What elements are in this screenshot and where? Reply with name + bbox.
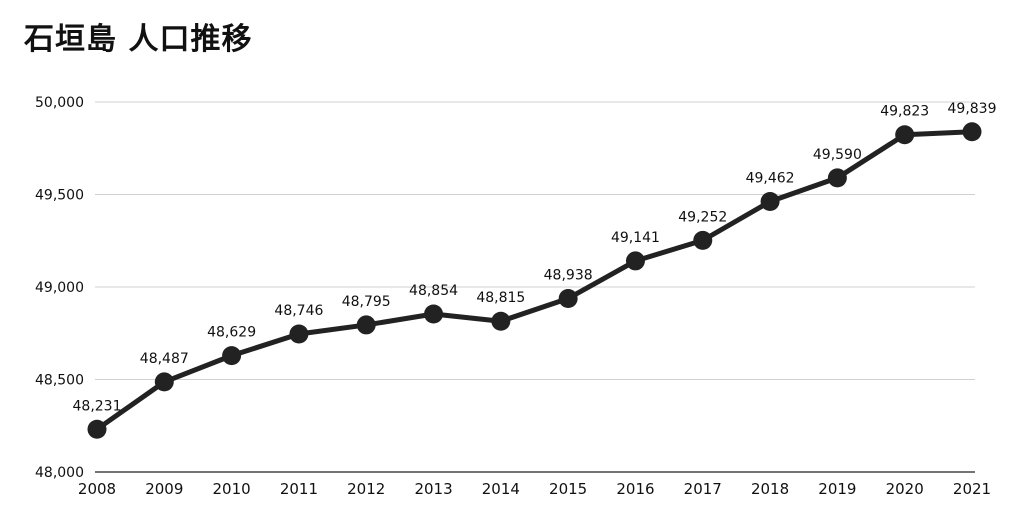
- x-tick-label: 2015: [549, 480, 587, 498]
- data-label: 49,141: [611, 230, 660, 246]
- x-tick-label: 2017: [684, 480, 722, 498]
- x-tick-label: 2012: [347, 480, 385, 498]
- data-labels: 48,231 48,487 48,629 48,746 48,795 48,854 48,8…: [73, 101, 997, 414]
- y-tick-label: 49,500: [35, 188, 84, 204]
- data-point: [558, 288, 578, 308]
- x-tick-label: 2011: [280, 480, 318, 498]
- x-tick-label: 2021: [953, 480, 991, 498]
- data-label: 49,252: [678, 209, 727, 225]
- x-tick-label: 2014: [482, 480, 520, 498]
- data-point: [491, 311, 511, 331]
- chart-title: 石垣島 人口推移: [24, 22, 253, 57]
- data-label: 48,231: [73, 398, 122, 414]
- data-label: 48,854: [409, 283, 458, 299]
- x-tick-label: 2016: [616, 480, 654, 498]
- x-tick-label: 2019: [818, 480, 856, 498]
- data-label: 48,487: [140, 351, 189, 367]
- data-point: [289, 324, 309, 344]
- y-tick-label: 48,500: [35, 373, 84, 389]
- data-point: [424, 304, 444, 324]
- y-tick-label: 49,000: [35, 280, 84, 296]
- x-tick-label: 2008: [78, 480, 116, 498]
- data-label: 49,839: [948, 101, 997, 117]
- data-label: 48,629: [207, 325, 256, 341]
- series-population: [87, 122, 982, 439]
- data-label: 48,815: [476, 290, 525, 306]
- y-tick-label: 50,000: [35, 95, 84, 111]
- data-point: [693, 230, 713, 250]
- x-tick-label: 2018: [751, 480, 789, 498]
- data-label: 48,938: [544, 267, 593, 283]
- data-point: [827, 168, 847, 188]
- data-point: [154, 372, 174, 392]
- x-axis: 2008 2009 2010 2011 2012 2013 2014 2015 2016 2017…: [78, 471, 991, 498]
- x-tick-label: 2010: [213, 480, 251, 498]
- data-label: 49,823: [880, 104, 929, 120]
- x-tick-label: 2020: [886, 480, 924, 498]
- x-tick-label: 2009: [145, 480, 183, 498]
- data-point: [760, 192, 780, 212]
- data-label: 48,746: [274, 303, 323, 319]
- data-point: [962, 122, 982, 142]
- data-point: [356, 315, 376, 335]
- data-point: [895, 125, 915, 145]
- data-label: 49,590: [813, 147, 862, 163]
- data-label: 48,795: [342, 294, 391, 310]
- gridlines: [95, 101, 975, 380]
- data-point: [87, 419, 107, 439]
- y-tick-label: 48,000: [35, 465, 84, 481]
- data-point: [625, 251, 645, 271]
- x-tick-label: 2013: [414, 480, 452, 498]
- y-axis: 48,000 48,500 49,000 49,500 50,000: [35, 95, 84, 481]
- series-line: [94, 129, 975, 432]
- data-label: 49,462: [746, 171, 795, 187]
- data-point: [222, 346, 242, 366]
